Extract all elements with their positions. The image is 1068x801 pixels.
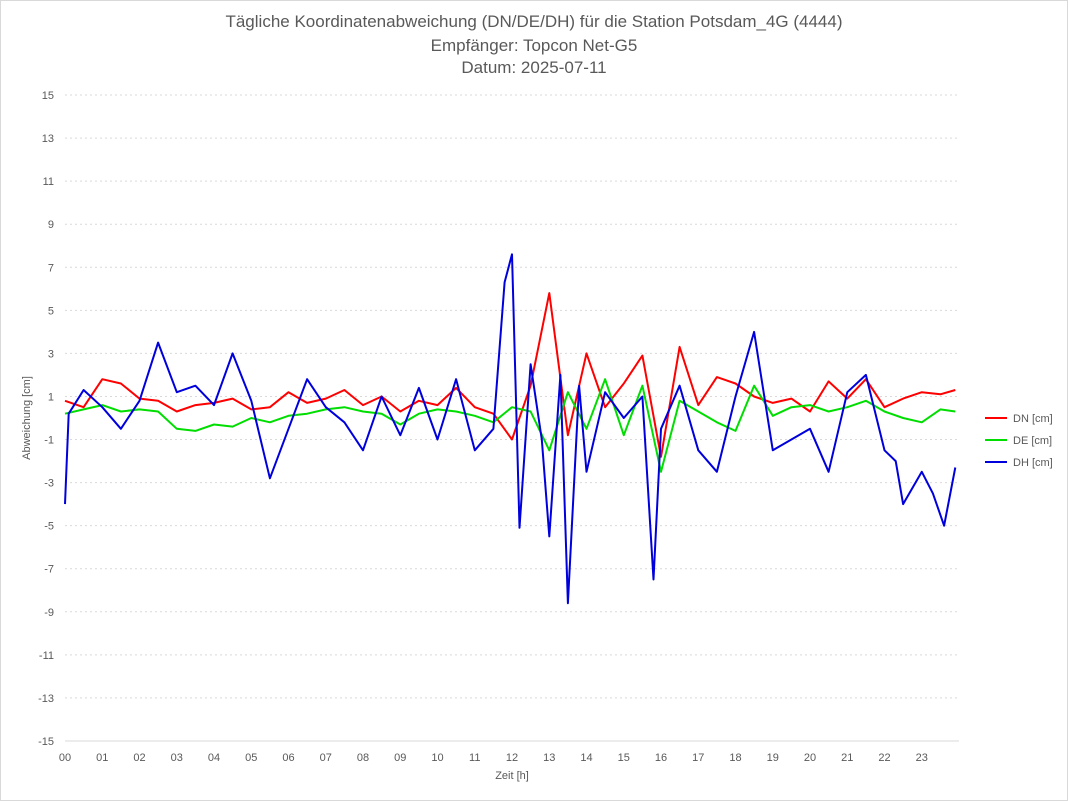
x-tick-label: 08 (357, 752, 369, 764)
series-lines (64, 253, 957, 605)
chart-subtitle-date: Datum: 2025-07-11 (461, 58, 607, 77)
x-tick-label: 06 (282, 752, 294, 764)
x-tick-label: 03 (171, 752, 183, 764)
x-tick-label: 19 (767, 752, 779, 764)
y-axis-label: Abweichung [cm] (21, 376, 33, 460)
chart-title: Tägliche Koordinatenabweichung (DN/DE/DH… (225, 12, 843, 31)
x-axis-label: Zeit [h] (495, 770, 529, 782)
x-tick-label: 09 (394, 752, 406, 764)
x-tick-label: 15 (618, 752, 630, 764)
series-line-dh (64, 253, 957, 605)
y-tick-label: 7 (48, 262, 54, 274)
chart-subtitle-receiver: Empfänger: Topcon Net-G5 (430, 36, 638, 55)
x-tick-label: 16 (655, 752, 667, 764)
y-tick-label: -15 (38, 736, 54, 748)
grid-lines (65, 94, 959, 742)
x-tick-label: 05 (245, 752, 257, 764)
x-tick-label: 11 (469, 752, 480, 764)
x-tick-label: 20 (804, 752, 816, 764)
x-tick-label: 10 (431, 752, 443, 764)
y-tick-label: 1 (48, 391, 54, 403)
x-tick-label: 18 (729, 752, 741, 764)
y-axis-ticks: 15 13 11 9 7 5 3 1 -1 -3 -5 -7 -9 -11 -13 -15 (38, 90, 54, 748)
y-tick-label: -1 (44, 435, 54, 447)
x-tick-label: 21 (841, 752, 853, 764)
legend: DN [cm] DE [cm] DH [cm] (985, 413, 1053, 469)
y-tick-label: 5 (48, 305, 54, 317)
x-tick-label: 12 (506, 752, 518, 764)
y-tick-label: 13 (42, 133, 54, 145)
x-tick-label: 07 (320, 752, 332, 764)
y-tick-label: 9 (48, 219, 54, 231)
x-tick-label: 17 (692, 752, 704, 764)
x-tick-label: 01 (96, 752, 108, 764)
series-line-dn (64, 292, 956, 458)
y-tick-label: -11 (39, 650, 54, 662)
y-tick-label: 15 (42, 90, 54, 102)
x-tick-label: 23 (916, 752, 928, 764)
y-tick-label: -13 (38, 693, 54, 705)
x-tick-label: 22 (878, 752, 890, 764)
x-tick-label: 02 (133, 752, 145, 764)
x-tick-label: 04 (208, 752, 220, 764)
y-tick-label: -5 (44, 521, 54, 533)
legend-label: DH [cm] (1013, 457, 1053, 469)
x-tick-label: 13 (543, 752, 555, 764)
y-tick-label: -9 (44, 607, 54, 619)
x-axis-ticks: 00 01 02 03 04 05 06 07 08 09 10 11 12 13 14 15 16 17 18 19… (59, 740, 959, 764)
y-tick-label: -3 (44, 478, 54, 490)
y-tick-label: 11 (43, 176, 54, 188)
x-tick-label: 00 (59, 752, 71, 764)
legend-label: DE [cm] (1013, 435, 1052, 447)
x-tick-label: 14 (580, 752, 592, 764)
y-tick-label: -7 (44, 564, 54, 576)
y-tick-label: 3 (48, 348, 54, 360)
series-line-de (64, 378, 956, 473)
legend-label: DN [cm] (1013, 413, 1053, 425)
